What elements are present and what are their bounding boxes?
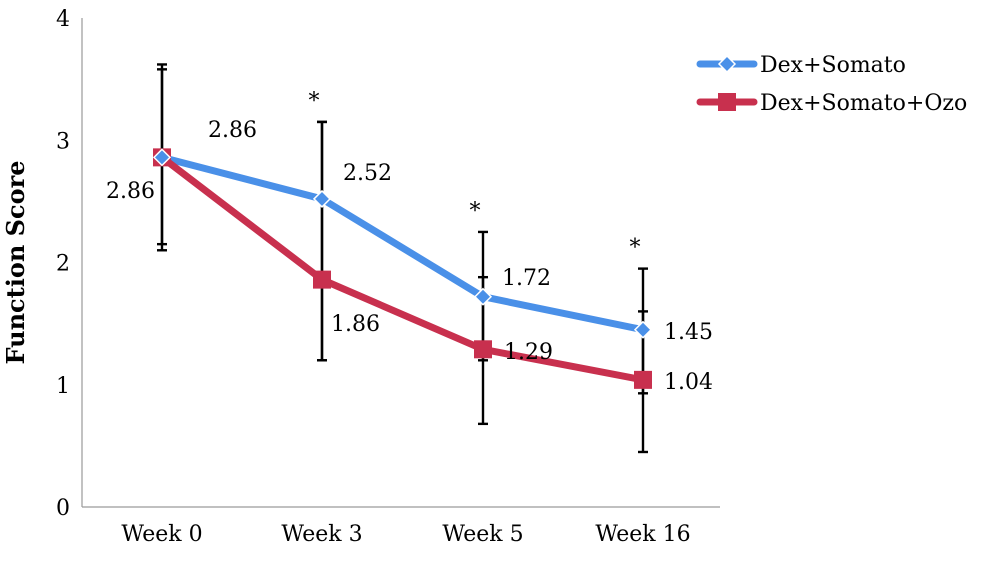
x-tick-label: Week 16 <box>595 522 690 547</box>
data-label: 1.04 <box>664 370 713 395</box>
y-tick-label: 4 <box>56 7 70 32</box>
data-point-0 <box>152 148 172 167</box>
legend-marker <box>717 54 737 74</box>
y-tick-label: 2 <box>56 252 70 277</box>
series-line-0 <box>158 153 647 334</box>
data-label: 1.29 <box>504 340 553 365</box>
x-tick-label: Week 5 <box>442 522 523 547</box>
series-markers <box>152 148 653 389</box>
x-tick-label: Week 0 <box>121 522 202 547</box>
y-tick-label: 0 <box>56 496 70 521</box>
significance-star: * <box>630 236 641 261</box>
data-label: 1.45 <box>664 320 713 345</box>
legend-marker <box>718 93 736 111</box>
data-label: 2.86 <box>208 118 257 143</box>
significance-star: * <box>309 89 320 114</box>
legend: Dex+Somato Dex+Somato+Ozo <box>696 53 967 116</box>
data-labels: 2.86 2.52 1.72 1.45 2.86 1.86 1.29 1.04 <box>106 118 713 395</box>
data-point-1 <box>474 340 492 359</box>
data-point-0 <box>473 287 493 306</box>
y-tick-label: 1 <box>56 374 70 399</box>
data-point-0 <box>312 189 332 208</box>
legend-entry-label: Dex+Somato <box>760 53 906 78</box>
data-label: 1.86 <box>331 312 380 337</box>
data-point-0 <box>633 320 653 339</box>
series-lines <box>158 153 647 384</box>
series-line-1 <box>158 153 647 384</box>
data-point-1 <box>313 270 331 289</box>
legend-entry-label: Dex+Somato+Ozo <box>760 91 967 116</box>
data-label: 2.52 <box>343 161 392 186</box>
data-label: 1.72 <box>502 266 551 291</box>
data-point-1 <box>634 370 652 389</box>
y-axis-title: Function Score <box>1 160 30 364</box>
x-tick-label: Week 3 <box>281 522 362 547</box>
axes: 0 1 2 3 4 Week 0 Week 3 Week 5 Week 16 Function S… <box>1 7 720 547</box>
significance-star: * <box>470 199 481 224</box>
data-label: 2.86 <box>106 179 155 204</box>
y-tick-label: 3 <box>56 129 70 154</box>
